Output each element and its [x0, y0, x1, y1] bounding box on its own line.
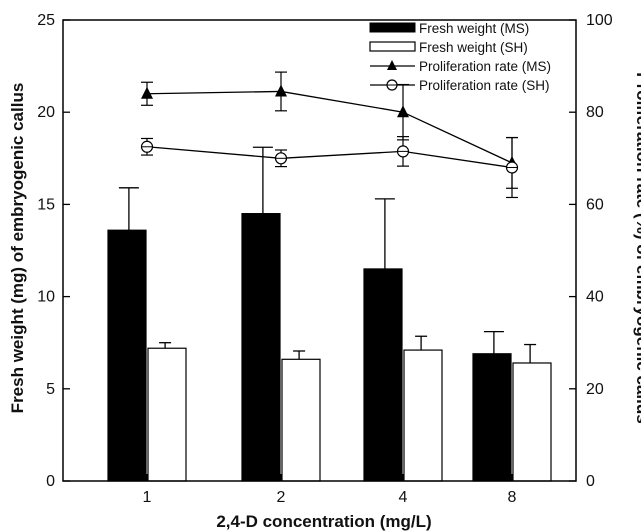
legend-label: Fresh weight (MS) [419, 21, 529, 36]
y-axis-title: Fresh weight (mg) of embryogenic callus [8, 83, 27, 414]
bar-fresh-weight-ms [107, 229, 147, 482]
line-proliferation-sh [146, 146, 513, 169]
y2-tick-label: 0 [586, 473, 595, 490]
legend-swatch-fresh-weight-ms [369, 22, 416, 33]
y-tick-label: 15 [37, 196, 55, 213]
y-tick-label: 25 [37, 12, 55, 29]
y2-tick-label: 60 [586, 196, 604, 213]
point-proliferation-ms [275, 84, 287, 97]
x-tick-label: 8 [508, 489, 517, 506]
legend-label: Proliferation rate (MS) [419, 59, 551, 74]
y-tick-label: 0 [46, 473, 55, 490]
bar-fresh-weight-ms [241, 213, 281, 482]
legend-swatch-fresh-weight-sh [369, 41, 416, 52]
legend-label: Proliferation rate (SH) [419, 78, 550, 93]
y2-tick-label: 40 [586, 289, 604, 306]
plot-frame [62, 19, 577, 482]
x-axis-title: 2,4-D concentration (mg/L) [216, 512, 431, 531]
y2-axis-title: Proliferation rate (%) of embryogenic ca… [633, 72, 641, 423]
y2-tick-label: 100 [586, 12, 613, 29]
x-tick-label: 4 [399, 489, 408, 506]
axes: 0 5 10 15 20 25 0 20 40 60 80 100 1 2 4 8 [37, 12, 613, 506]
y-tick-label: 20 [37, 104, 55, 121]
legend-label: Fresh weight (SH) [419, 40, 528, 55]
y2-tick-label: 80 [586, 104, 604, 121]
legend: Fresh weight (MS) Fresh weight (SH) Prolif… [369, 21, 551, 93]
line-proliferation-ms [146, 90, 513, 164]
bar-fresh-weight-sh [147, 347, 187, 482]
legend-marker-proliferation-ms [387, 60, 397, 70]
bar-fresh-weight-ms [363, 268, 403, 482]
bar-fresh-weight-sh [403, 349, 443, 482]
y-tick-label: 10 [37, 289, 55, 306]
plot-area [107, 71, 552, 482]
point-proliferation-ms [397, 105, 409, 118]
bar-fresh-weight-sh [512, 362, 552, 482]
point-proliferation-ms [141, 86, 153, 99]
y-tick-label: 5 [46, 381, 55, 398]
x-tick-label: 2 [277, 489, 286, 506]
y2-tick-label: 20 [586, 381, 604, 398]
bar-fresh-weight-sh [281, 358, 321, 482]
bar-fresh-weight-ms [472, 353, 512, 482]
x-tick-label: 1 [143, 489, 152, 506]
